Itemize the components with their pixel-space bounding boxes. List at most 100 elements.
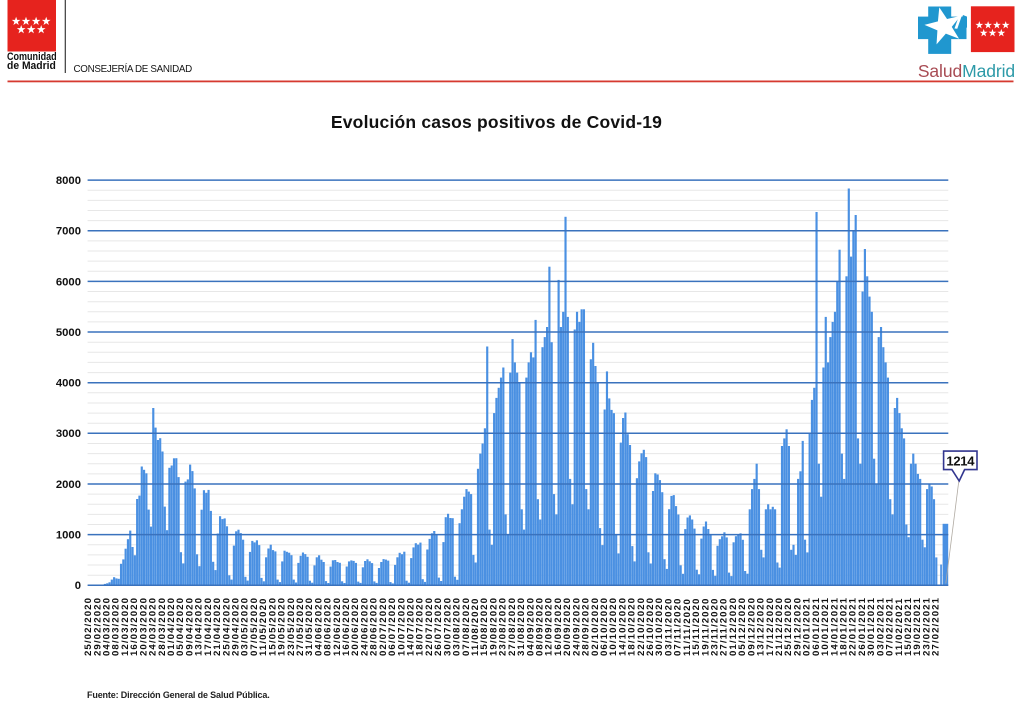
svg-text:21/04/2020: 21/04/2020: [212, 597, 223, 656]
svg-text:09/04/2020: 09/04/2020: [184, 597, 195, 656]
svg-text:20/03/2020: 20/03/2020: [138, 597, 149, 656]
svg-text:2000: 2000: [56, 479, 81, 491]
svg-text:29/12/2020: 29/12/2020: [792, 597, 803, 656]
svg-text:25/04/2020: 25/04/2020: [221, 597, 232, 656]
svg-text:03/11/2020: 03/11/2020: [664, 598, 675, 657]
svg-text:24/03/2020: 24/03/2020: [148, 597, 159, 656]
svg-text:14/07/2020: 14/07/2020: [406, 597, 417, 656]
svg-text:10/10/2020: 10/10/2020: [608, 597, 619, 656]
svg-text:23/05/2020: 23/05/2020: [286, 597, 297, 656]
svg-text:11/08/2020: 11/08/2020: [470, 598, 481, 657]
svg-text:08/06/2020: 08/06/2020: [323, 597, 334, 656]
svg-text:19/02/2021: 19/02/2021: [912, 597, 923, 656]
svg-text:22/01/2021: 22/01/2021: [848, 597, 859, 656]
svg-text:23/02/2021: 23/02/2021: [921, 597, 932, 656]
svg-text:12/03/2020: 12/03/2020: [120, 597, 131, 656]
svg-text:20/06/2020: 20/06/2020: [350, 597, 361, 656]
svg-text:03/08/2020: 03/08/2020: [452, 597, 463, 656]
svg-text:11/02/2021: 11/02/2021: [894, 598, 905, 657]
svg-text:30/01/2021: 30/01/2021: [866, 597, 877, 656]
svg-text:1214: 1214: [946, 453, 975, 468]
svg-text:4000: 4000: [56, 378, 81, 390]
svg-text:14/01/2021: 14/01/2021: [829, 597, 840, 656]
svg-text:30/10/2020: 30/10/2020: [654, 597, 665, 656]
svg-text:01/12/2020: 01/12/2020: [728, 597, 739, 656]
svg-text:7000: 7000: [56, 226, 81, 238]
svg-text:19/11/2020: 19/11/2020: [700, 598, 711, 657]
svg-text:05/04/2020: 05/04/2020: [175, 597, 186, 656]
svg-text:19/05/2020: 19/05/2020: [277, 597, 288, 656]
svg-text:22/07/2020: 22/07/2020: [424, 597, 435, 656]
svg-text:13/12/2020: 13/12/2020: [756, 597, 767, 656]
svg-text:18/10/2020: 18/10/2020: [627, 597, 638, 656]
svg-text:12/06/2020: 12/06/2020: [332, 597, 343, 656]
svg-text:06/10/2020: 06/10/2020: [599, 597, 610, 656]
svg-text:03/02/2021: 03/02/2021: [875, 597, 886, 656]
svg-text:27/11/2020: 27/11/2020: [719, 598, 730, 657]
svg-text:24/06/2020: 24/06/2020: [360, 597, 371, 656]
svg-text:18/07/2020: 18/07/2020: [415, 597, 426, 656]
svg-text:28/09/2020: 28/09/2020: [581, 597, 592, 656]
svg-text:07/02/2021: 07/02/2021: [885, 597, 896, 656]
svg-text:24/09/2020: 24/09/2020: [571, 597, 582, 656]
svg-text:05/12/2020: 05/12/2020: [737, 597, 748, 656]
svg-text:03/05/2020: 03/05/2020: [240, 597, 251, 656]
svg-text:15/02/2021: 15/02/2021: [903, 597, 914, 656]
svg-text:30/07/2020: 30/07/2020: [442, 597, 453, 656]
svg-text:16/06/2020: 16/06/2020: [341, 597, 352, 656]
svg-text:27/05/2020: 27/05/2020: [295, 597, 306, 656]
svg-text:23/11/2020: 23/11/2020: [710, 598, 721, 657]
svg-text:22/10/2020: 22/10/2020: [636, 597, 647, 656]
svg-text:31/08/2020: 31/08/2020: [516, 597, 527, 656]
svg-text:06/01/2021: 06/01/2021: [811, 597, 822, 656]
svg-text:28/06/2020: 28/06/2020: [369, 597, 380, 656]
svg-text:07/11/2020: 07/11/2020: [673, 598, 684, 657]
svg-text:0: 0: [75, 580, 81, 592]
svg-text:08/09/2020: 08/09/2020: [535, 597, 546, 656]
svg-text:21/12/2020: 21/12/2020: [774, 597, 785, 656]
svg-text:1000: 1000: [56, 530, 81, 542]
svg-text:16/03/2020: 16/03/2020: [129, 597, 140, 656]
svg-text:5000: 5000: [56, 327, 81, 339]
svg-text:16/09/2020: 16/09/2020: [553, 597, 564, 656]
svg-text:31/05/2020: 31/05/2020: [304, 597, 315, 656]
svg-text:15/11/2020: 15/11/2020: [691, 598, 702, 657]
svg-text:10/07/2020: 10/07/2020: [396, 597, 407, 656]
svg-text:27/02/2021: 27/02/2021: [931, 597, 942, 656]
svg-text:18/01/2021: 18/01/2021: [839, 597, 850, 656]
svg-text:12/09/2020: 12/09/2020: [544, 597, 555, 656]
svg-text:15/05/2020: 15/05/2020: [267, 597, 278, 656]
svg-text:13/04/2020: 13/04/2020: [194, 597, 205, 656]
svg-text:06/07/2020: 06/07/2020: [387, 597, 398, 656]
svg-text:8000: 8000: [56, 175, 81, 187]
svg-text:26/07/2020: 26/07/2020: [433, 597, 444, 656]
svg-text:02/10/2020: 02/10/2020: [590, 597, 601, 656]
svg-text:02/07/2020: 02/07/2020: [378, 597, 389, 656]
svg-text:07/05/2020: 07/05/2020: [249, 597, 260, 656]
svg-text:29/02/2020: 29/02/2020: [92, 597, 103, 656]
svg-text:26/01/2021: 26/01/2021: [857, 597, 868, 656]
svg-text:11/11/2020: 11/11/2020: [682, 598, 693, 656]
svg-text:17/12/2020: 17/12/2020: [765, 597, 776, 656]
svg-text:28/03/2020: 28/03/2020: [157, 597, 168, 656]
svg-text:10/01/2021: 10/01/2021: [820, 597, 831, 656]
svg-text:04/06/2020: 04/06/2020: [313, 597, 324, 656]
svg-text:26/10/2020: 26/10/2020: [645, 597, 656, 656]
svg-text:08/03/2020: 08/03/2020: [111, 597, 122, 656]
svg-text:04/09/2020: 04/09/2020: [525, 597, 536, 656]
svg-text:25/02/2020: 25/02/2020: [83, 597, 94, 656]
svg-text:14/10/2020: 14/10/2020: [617, 597, 628, 656]
svg-text:04/03/2020: 04/03/2020: [102, 597, 113, 656]
svg-text:29/04/2020: 29/04/2020: [231, 597, 242, 656]
svg-text:09/12/2020: 09/12/2020: [746, 597, 757, 656]
svg-text:07/08/2020: 07/08/2020: [461, 597, 472, 656]
svg-text:23/08/2020: 23/08/2020: [498, 597, 509, 656]
svg-text:17/04/2020: 17/04/2020: [203, 597, 214, 656]
svg-text:25/12/2020: 25/12/2020: [783, 597, 794, 656]
svg-text:15/08/2020: 15/08/2020: [479, 597, 490, 656]
svg-text:20/09/2020: 20/09/2020: [562, 597, 573, 656]
svg-text:6000: 6000: [56, 276, 81, 288]
svg-text:11/05/2020: 11/05/2020: [258, 598, 269, 657]
svg-text:27/08/2020: 27/08/2020: [507, 597, 518, 656]
svg-text:01/04/2020: 01/04/2020: [166, 597, 177, 656]
